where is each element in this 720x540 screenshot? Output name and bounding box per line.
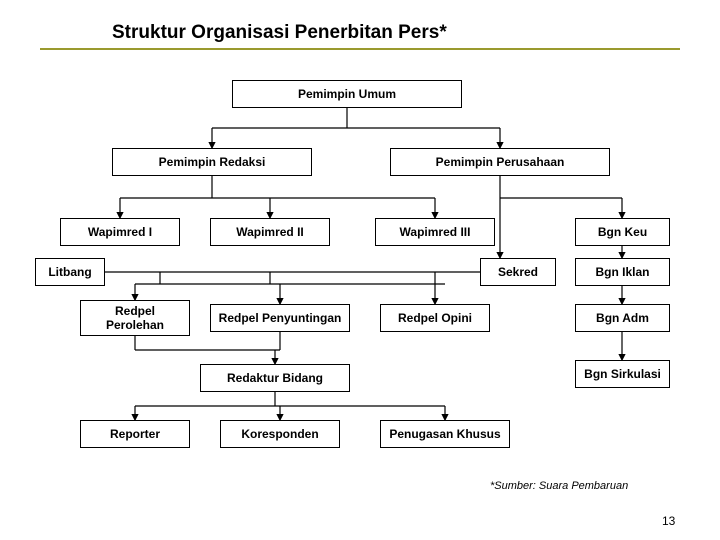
node-pemimpin-perusahaan: Pemimpin Perusahaan bbox=[390, 148, 610, 176]
node-koresponden: Koresponden bbox=[220, 420, 340, 448]
node-redaktur-bidang: Redaktur Bidang bbox=[200, 364, 350, 392]
node-redpel-penyuntingan: Redpel Penyuntingan bbox=[210, 304, 350, 332]
node-wapimred2: Wapimred II bbox=[210, 218, 330, 246]
node-pemimpin-redaksi: Pemimpin Redaksi bbox=[112, 148, 312, 176]
node-reporter: Reporter bbox=[80, 420, 190, 448]
node-redpel-perolehan: RedpelPerolehan bbox=[80, 300, 190, 336]
footnote: *Sumber: Suara Pembaruan bbox=[490, 480, 628, 492]
node-litbang: Litbang bbox=[35, 258, 105, 286]
node-redpel-opini: Redpel Opini bbox=[380, 304, 490, 332]
node-wapimred1: Wapimred I bbox=[60, 218, 180, 246]
node-bgn-sirkulasi: Bgn Sirkulasi bbox=[575, 360, 670, 388]
page-number: 13 bbox=[662, 514, 675, 528]
node-sekred: Sekred bbox=[480, 258, 556, 286]
page-title: Struktur Organisasi Penerbitan Pers* bbox=[112, 22, 447, 44]
node-wapimred3: Wapimred III bbox=[375, 218, 495, 246]
title-underline bbox=[40, 48, 680, 50]
node-pemimpin-umum: Pemimpin Umum bbox=[232, 80, 462, 108]
node-penugasan-khusus: Penugasan Khusus bbox=[380, 420, 510, 448]
node-bgn-adm: Bgn Adm bbox=[575, 304, 670, 332]
node-bgn-iklan: Bgn Iklan bbox=[575, 258, 670, 286]
node-bgn-keu: Bgn Keu bbox=[575, 218, 670, 246]
